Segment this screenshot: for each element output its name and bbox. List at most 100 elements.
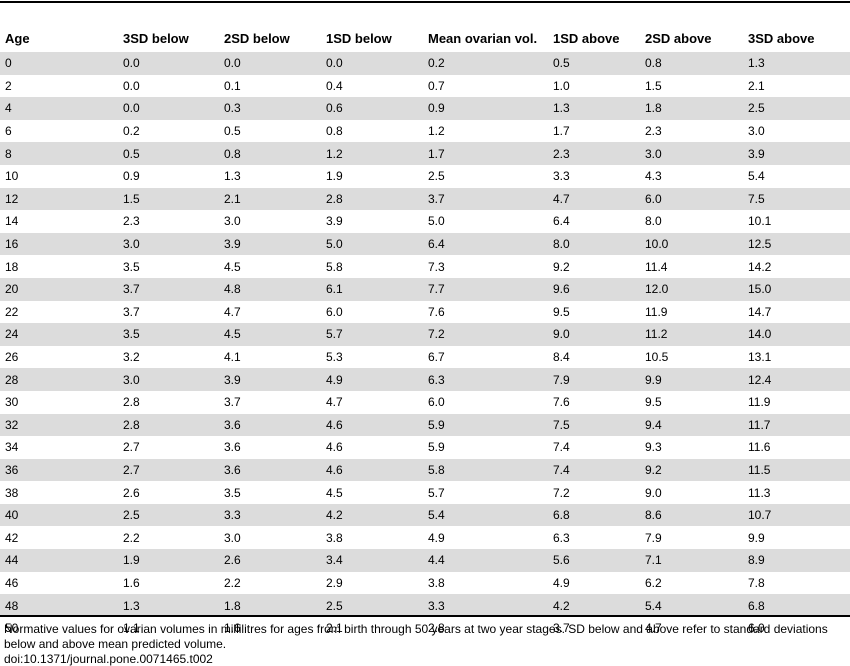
table-cell: 5.4: [423, 503, 548, 527]
table-cell: 2.9: [321, 571, 423, 595]
table-cell: 2.5: [118, 503, 219, 527]
table-cell: 0.9: [118, 164, 219, 188]
table-cell: 2.6: [219, 549, 321, 572]
column-header: 1SD above: [553, 31, 620, 46]
table-cell: 10.7: [743, 503, 850, 527]
column-header: 3SD above: [748, 31, 815, 46]
table-cell: 1.9: [118, 549, 219, 572]
table-row: 4 0.0 0.3 0.6 0.9 1.3 1.8 2.5: [0, 97, 850, 120]
table-cell: 9.5: [548, 300, 640, 324]
table-cell: 4.7: [321, 390, 423, 414]
table-cell: 5.7: [321, 323, 423, 346]
table-cell: 0.0: [118, 52, 219, 75]
table-cell: 38: [0, 481, 118, 504]
table-cell: 3.5: [118, 323, 219, 346]
table-cell: 14: [0, 210, 118, 233]
table-cell: 5.0: [423, 210, 548, 233]
table-row: 32 2.8 3.6 4.6 5.9 7.5 9.4 11.7: [0, 413, 850, 437]
table-row: 40 2.5 3.3 4.2 5.4 6.8 8.6 10.7: [0, 503, 850, 527]
table-cell: 7.4: [548, 458, 640, 482]
table-cell: 0: [0, 52, 118, 75]
table-cell: 18: [0, 255, 118, 278]
table-cell: 3.9: [743, 142, 850, 165]
table-cell: 1.7: [423, 142, 548, 165]
table-cell: 4.6: [321, 436, 423, 459]
table-cell: 7.2: [548, 481, 640, 504]
table-cell: 7.5: [548, 413, 640, 437]
table-row: 36 2.7 3.6 4.6 5.8 7.4 9.2 11.5: [0, 458, 850, 482]
table-cell: 3.9: [219, 232, 321, 256]
column-header: 2SD below: [224, 31, 290, 46]
table-cell: 1.0: [548, 74, 640, 98]
table-cell: 1.6: [219, 616, 321, 640]
table-cell: 3.5: [118, 255, 219, 278]
table-cell: 3.8: [321, 526, 423, 550]
table-cell: 0.8: [640, 52, 743, 75]
table-cell: 4.5: [219, 255, 321, 278]
table-row: 10 0.9 1.3 1.9 2.5 3.3 4.3 5.4: [0, 164, 850, 188]
table-row: 22 3.7 4.7 6.0 7.6 9.5 11.9 14.7: [0, 300, 850, 324]
table-cell: 3.6: [219, 458, 321, 482]
top-rule: [0, 1, 850, 3]
table-cell: 3.4: [321, 549, 423, 572]
table-cell: 2.6: [118, 481, 219, 504]
table-cell: 15.0: [743, 277, 850, 301]
table-cell: 9.9: [640, 368, 743, 391]
table-cell: 3.7: [118, 300, 219, 324]
table-cell: 0.5: [219, 119, 321, 143]
table-row: 34 2.7 3.6 4.6 5.9 7.4 9.3 11.6: [0, 436, 850, 459]
table-cell: 3.0: [219, 526, 321, 550]
table-cell: 2.3: [548, 142, 640, 165]
table-cell: 1.3: [743, 52, 850, 75]
table-row: 44 1.9 2.6 3.4 4.4 5.6 7.1 8.9: [0, 549, 850, 572]
table-cell: 11.3: [743, 481, 850, 504]
table-cell: 5.4: [640, 594, 743, 617]
table-cell: 6.0: [743, 616, 850, 640]
table-cell: 7.9: [548, 368, 640, 391]
table-cell: 26: [0, 345, 118, 369]
table-cell: 4.7: [219, 300, 321, 324]
table-cell: 3.6: [219, 413, 321, 437]
table-cell: 10.0: [640, 232, 743, 256]
table-cell: 5.0: [321, 232, 423, 256]
column-header: Mean ovarian vol.: [428, 31, 538, 46]
table-cell: 0.7: [423, 74, 548, 98]
table-cell: 14.0: [743, 323, 850, 346]
table-cell: 8.4: [548, 345, 640, 369]
table-cell: 4.3: [640, 164, 743, 188]
table-cell: 9.3: [640, 436, 743, 459]
table-cell: 0.5: [548, 52, 640, 75]
table-cell: 9.4: [640, 413, 743, 437]
table-cell: 3.5: [219, 481, 321, 504]
table-cell: 3.3: [423, 594, 548, 617]
table-cell: 22: [0, 300, 118, 324]
column-header: 2SD above: [645, 31, 712, 46]
table-cell: 6.0: [640, 187, 743, 211]
table-row: 38 2.6 3.5 4.5 5.7 7.2 9.0 11.3: [0, 481, 850, 504]
table-cell: 4.4: [423, 549, 548, 572]
table-cell: 6.0: [423, 390, 548, 414]
table-cell: 2.8: [423, 616, 548, 640]
table-cell: 7.1: [640, 549, 743, 572]
table-cell: 1.3: [118, 594, 219, 617]
table-cell: 5.8: [321, 255, 423, 278]
table-cell: 11.7: [743, 413, 850, 437]
table-cell: 7.4: [548, 436, 640, 459]
table-cell: 3.2: [118, 345, 219, 369]
table-cell: 12.0: [640, 277, 743, 301]
table-cell: 6.4: [423, 232, 548, 256]
table-cell: 3.9: [321, 210, 423, 233]
column-header: 3SD below: [123, 31, 189, 46]
table-cell: 1.8: [640, 97, 743, 120]
table-cell: 3.0: [640, 142, 743, 165]
table-cell: 5.3: [321, 345, 423, 369]
table-cell: 40: [0, 503, 118, 527]
table-header-row: Age 3SD below 2SD below 1SD below Mean ovari…: [0, 26, 850, 52]
table-cell: 4: [0, 97, 118, 120]
table-cell: 0.2: [118, 119, 219, 143]
table-cell: 9.9: [743, 526, 850, 550]
table-cell: 13.1: [743, 345, 850, 369]
table-cell: 1.3: [219, 164, 321, 188]
table-cell: 6.3: [423, 368, 548, 391]
table-cell: 36: [0, 458, 118, 482]
